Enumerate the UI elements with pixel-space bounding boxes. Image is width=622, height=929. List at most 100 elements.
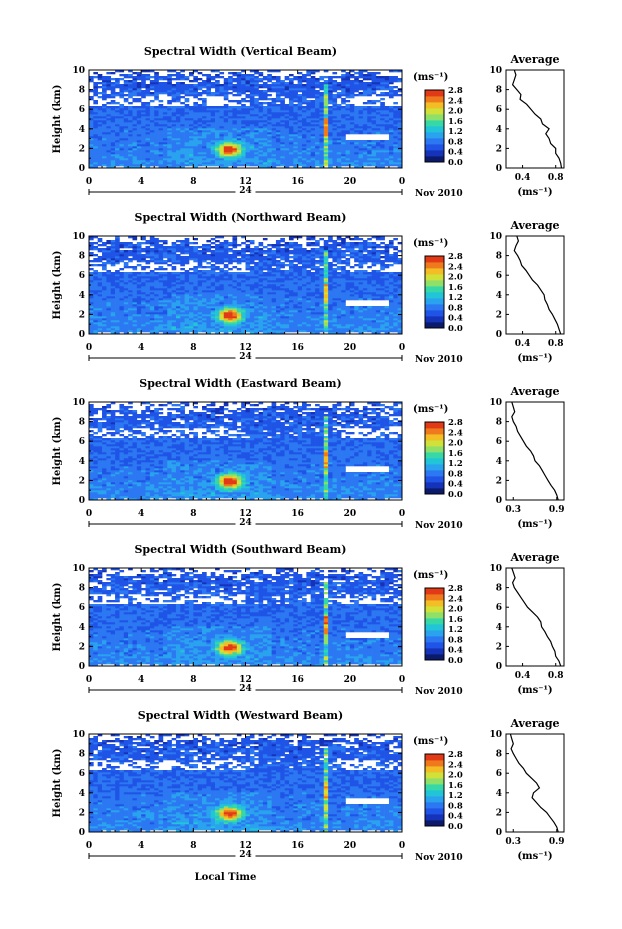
heatmap-cell: [110, 322, 116, 325]
heatmap-cell: [319, 140, 325, 143]
heatmap-cell: [397, 70, 403, 73]
heatmap-cell: [128, 96, 133, 99]
heatmap-cell: [119, 126, 125, 129]
heatmap-cell: [280, 148, 285, 151]
heatmap-cell: [249, 82, 255, 85]
heatmap-cell: [275, 154, 281, 157]
heatmap-cell: [110, 110, 116, 113]
colorbar-tick-label: 2.4: [448, 96, 463, 106]
heatmap-cell: [393, 282, 398, 285]
heatmap-cell: [171, 314, 177, 317]
heatmap-cell: [284, 76, 290, 79]
heatmap-cell: [206, 290, 212, 293]
heatmap-cell: [154, 138, 159, 141]
heatmap-cell: [175, 154, 181, 157]
heatmap-cell: [315, 304, 320, 307]
heatmap-cell: [393, 284, 398, 287]
heatmap-cell: [219, 160, 225, 163]
heatmap-cell: [267, 326, 272, 329]
heatmap-cell: [136, 92, 142, 95]
heatmap-cell: [215, 312, 220, 315]
heatmap-cell: [206, 108, 212, 111]
heatmap-cell: [323, 308, 329, 311]
heatmap-cell: [241, 74, 246, 77]
heatmap-cell: [310, 292, 316, 295]
heatmap-cell: [154, 286, 159, 289]
heatmap-cell: [388, 308, 394, 311]
heatmap-cell: [271, 316, 277, 319]
heatmap-cell: [158, 166, 164, 169]
heatmap-cell: [188, 94, 194, 97]
heatmap-cell: [241, 316, 246, 319]
heatmap-cell: [175, 304, 181, 307]
heatmap-cell: [288, 120, 294, 123]
heatmap-cell: [384, 282, 390, 285]
heatmap-cell: [167, 114, 172, 117]
heatmap-cell: [132, 166, 138, 169]
heatmap-cell: [354, 298, 359, 301]
heatmap-cell: [119, 128, 125, 131]
heatmap-cell: [89, 118, 94, 121]
heatmap-cell: [123, 324, 129, 327]
heatmap-cell: [380, 284, 385, 287]
heatmap-cell: [271, 312, 277, 315]
heatmap-cell: [336, 290, 342, 293]
heatmap-cell: [167, 324, 172, 327]
heatmap-cell: [358, 310, 364, 313]
heatmap-cell: [154, 146, 159, 149]
heatmap-cell: [141, 320, 146, 323]
heatmap-cell: [232, 126, 238, 129]
heatmap-cell: [193, 114, 198, 117]
heatmap-cell: [267, 158, 272, 161]
heatmap-cell: [188, 130, 194, 133]
heatmap-cell: [262, 300, 268, 303]
heatmap-cell: [119, 114, 125, 117]
heatmap-cell: [106, 304, 112, 307]
heatmap-cell: [115, 284, 120, 287]
heatmap-cell: [236, 102, 242, 105]
heatmap-cell: [358, 288, 364, 291]
heatmap-cell: [180, 290, 185, 293]
heatmap-cell: [219, 312, 225, 315]
heatmap-cell: [275, 282, 281, 285]
heatmap-cell: [206, 86, 212, 89]
heatmap-cell: [310, 310, 316, 313]
heatmap-cell: [141, 290, 146, 293]
heatmap-cell: [297, 136, 303, 139]
heatmap-cell: [397, 124, 403, 127]
heatmap-cell: [245, 94, 251, 97]
heatmap-cell: [149, 158, 155, 161]
heatmap-cell: [184, 88, 190, 91]
heatmap-cell: [310, 92, 316, 95]
heatmap-cell: [267, 134, 272, 137]
heatmap-cell: [97, 86, 103, 89]
heatmap-cell: [219, 320, 225, 323]
heatmap-cell: [275, 306, 281, 309]
heatmap-cell: [223, 312, 229, 315]
heatmap-cell: [245, 284, 251, 287]
heatmap-cell: [341, 74, 346, 77]
heatmap-cell: [106, 322, 112, 325]
heatmap-cell: [106, 296, 112, 299]
heatmap-cell: [254, 98, 259, 101]
heatmap-cell: [280, 118, 285, 121]
heatmap-cell: [345, 330, 351, 333]
heatmap-cell: [323, 286, 329, 289]
heatmap-cell: [284, 128, 290, 131]
heatmap-cell: [180, 128, 185, 131]
heatmap-cell: [184, 332, 190, 335]
y-tick-label: 6: [79, 105, 85, 115]
heatmap-cell: [223, 286, 229, 289]
heatmap-cell: [275, 144, 281, 147]
heatmap-cell: [223, 292, 229, 295]
heatmap-cell: [119, 130, 125, 133]
heatmap-cell: [336, 130, 342, 133]
heatmap-cell: [371, 100, 377, 103]
heatmap-cell: [262, 324, 268, 327]
heatmap-cell: [371, 144, 377, 147]
heatmap-cell: [297, 144, 303, 147]
heatmap-cell: [280, 322, 285, 325]
heatmap-cell: [323, 112, 329, 115]
heatmap-cell: [258, 106, 264, 109]
heatmap-cell: [175, 90, 181, 93]
